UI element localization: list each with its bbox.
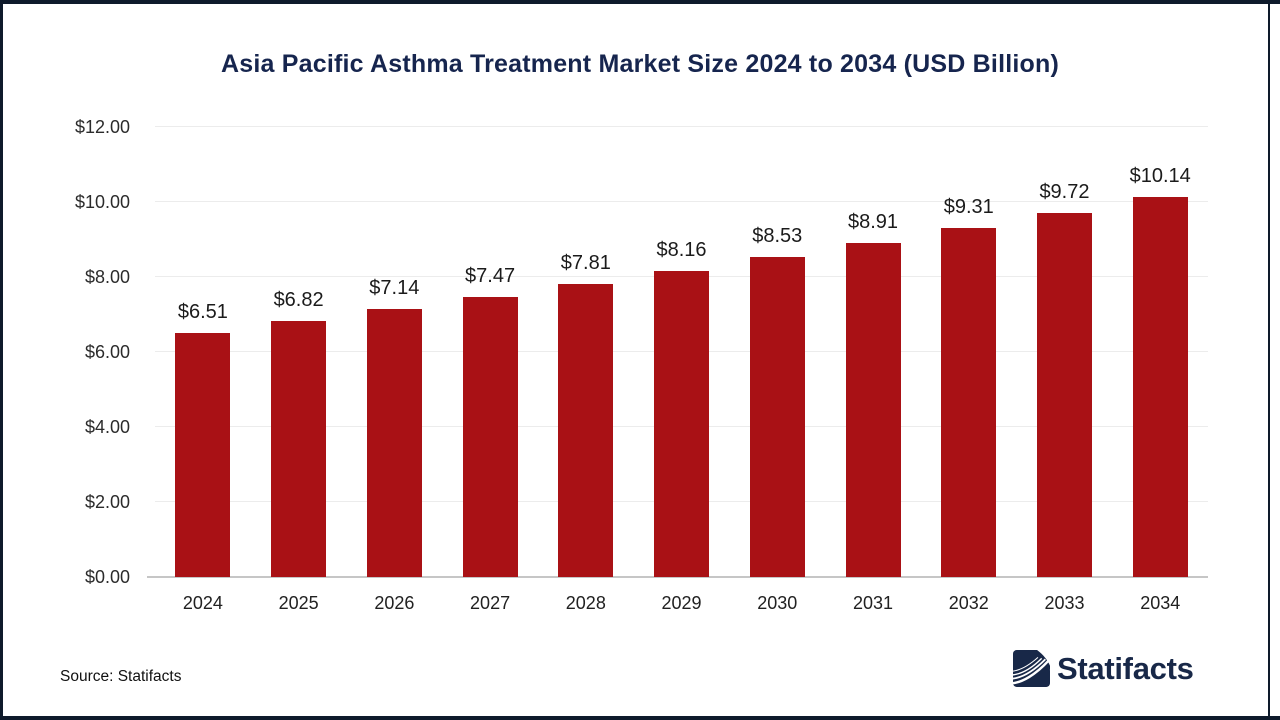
bar-value-label: $7.14 xyxy=(369,277,420,300)
bar-slot: $8.91 xyxy=(825,127,921,577)
bar-value-label: $6.82 xyxy=(273,289,324,312)
bar-2032 xyxy=(941,227,997,577)
bar-value-label: $10.14 xyxy=(1129,164,1191,187)
bar-value-label: $9.72 xyxy=(1039,180,1090,203)
bar-value-label: $8.16 xyxy=(656,239,707,261)
x-tick-label: 2025 xyxy=(278,593,319,613)
bar-2028 xyxy=(558,284,614,577)
bar-slot: $8.16 xyxy=(634,127,730,577)
x-tick-label: 2024 xyxy=(182,593,223,613)
brand-logo-text: Statifacts xyxy=(1057,650,1194,686)
x-tick-label: 2031 xyxy=(852,593,894,613)
y-tick-label: $2.00 xyxy=(84,492,130,512)
bar-slot: $7.81 xyxy=(538,127,634,577)
bar-slot: $10.14 xyxy=(1112,127,1208,577)
frame-border-top xyxy=(0,0,1280,4)
bar-2025 xyxy=(271,321,327,577)
bar-slot: $7.47 xyxy=(442,127,538,577)
brand-logo: Statifacts xyxy=(1011,650,1194,687)
frame-border-bottom xyxy=(0,716,1280,720)
bar-slot: $9.31 xyxy=(921,127,1017,577)
x-tick-label: 2029 xyxy=(661,593,702,613)
bar-2033 xyxy=(1036,212,1092,577)
bar-slot: $9.72 xyxy=(1017,127,1113,577)
gridline xyxy=(155,201,1208,202)
x-axis-line xyxy=(147,576,1208,578)
y-tick-label: $4.00 xyxy=(84,417,130,437)
bar-value-label: $8.53 xyxy=(752,225,803,248)
bar-2030 xyxy=(749,257,805,577)
x-tick-label: 2026 xyxy=(374,593,415,613)
plot-area: $6.51 $6.82 $7.14 $7.47 $7.81 $8.16 $8.53 $8.91… xyxy=(147,126,1208,578)
y-tick-label: $6.00 xyxy=(84,342,130,362)
y-tick-label: $12.00 xyxy=(74,117,130,137)
x-tick-label: 2030 xyxy=(757,593,798,613)
frame-border-right xyxy=(1268,0,1270,720)
y-tick-label: $8.00 xyxy=(84,267,130,287)
y-tick-label: $10.00 xyxy=(74,192,130,212)
frame-border-left xyxy=(0,0,3,720)
bar-value-label: $8.91 xyxy=(847,210,899,233)
bars-row: $6.51 $6.82 $7.14 $7.47 $7.81 $8.16 $8.53 $8.91… xyxy=(155,127,1208,577)
x-tick-label: 2034 xyxy=(1140,593,1181,613)
statifacts-logo-icon xyxy=(1011,650,1050,687)
bar-2029 xyxy=(654,271,710,577)
bar-value-label: $7.81 xyxy=(560,252,611,275)
bar-slot: $6.82 xyxy=(251,127,347,577)
bar-value-label: $6.51 xyxy=(177,300,228,323)
x-tick-label: 2033 xyxy=(1044,593,1085,613)
bar-value-label: $7.47 xyxy=(465,264,516,287)
x-tick-label: 2027 xyxy=(470,593,511,613)
bar-2031 xyxy=(845,242,901,577)
bar-2027 xyxy=(462,296,518,577)
source-note: Source: Statifacts xyxy=(60,668,182,685)
bar-2026 xyxy=(366,309,422,577)
gridline xyxy=(155,126,1208,127)
bar-slot: $7.14 xyxy=(346,127,442,577)
bar-2034 xyxy=(1132,196,1188,577)
chart-title: Asia Pacific Asthma Treatment Market Siz… xyxy=(221,50,1059,78)
x-tick-label: 2028 xyxy=(565,593,606,613)
bar-2024 xyxy=(175,332,231,577)
x-axis-labels: 2024 2025 2026 2027 2028 2029 2030 2031 2032 2033… xyxy=(155,593,1208,614)
bar-slot: $6.51 xyxy=(155,127,251,577)
y-tick-label: $0.00 xyxy=(84,567,130,587)
x-tick-label: 2032 xyxy=(948,593,989,613)
bar-slot: $8.53 xyxy=(729,127,825,577)
bar-value-label: $9.31 xyxy=(943,195,994,218)
